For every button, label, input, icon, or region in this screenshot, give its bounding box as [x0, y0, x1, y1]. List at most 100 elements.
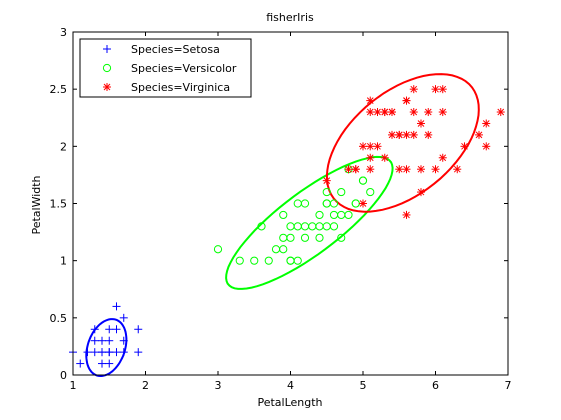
point-setosa [98, 359, 106, 368]
point-setosa [105, 336, 114, 345]
point-setosa [90, 348, 99, 357]
point-versicolor [235, 256, 244, 265]
point-virginica [431, 85, 440, 94]
point-virginica [373, 108, 382, 117]
y-tick-label: 2.5 [50, 83, 68, 96]
point-virginica [388, 130, 396, 139]
point-setosa [112, 325, 121, 334]
ellipse-setosa [85, 318, 128, 377]
point-versicolor [322, 187, 331, 197]
point-setosa [76, 359, 85, 368]
legend-marker-virginica [103, 83, 111, 91]
point-versicolor [257, 222, 266, 231]
point-virginica [431, 165, 440, 174]
point-virginica [409, 130, 418, 139]
point-versicolor [286, 233, 295, 242]
axes-layer: 1 2 3 4 5 6 7 0 0.5 1 1.5 2 2.5 3 [50, 26, 512, 392]
point-setosa [105, 325, 114, 334]
point-virginica [409, 85, 418, 94]
legend-label-virginica: Species=Virginica [131, 81, 230, 94]
point-virginica [322, 176, 331, 185]
ellipse-virginica [325, 73, 480, 213]
point-setosa [83, 348, 92, 357]
point-versicolor [329, 210, 339, 220]
point-virginica [438, 153, 447, 162]
point-setosa [112, 302, 121, 311]
y-axis-label: PetalWidth [30, 175, 43, 234]
legend-label-setosa: Species=Setosa [131, 43, 220, 56]
point-virginica [344, 165, 353, 174]
point-versicolor [279, 245, 288, 254]
point-virginica [496, 108, 505, 117]
point-virginica [366, 142, 375, 151]
x-tick-label: 4 [287, 379, 294, 392]
point-virginica [417, 165, 425, 174]
point-versicolor [213, 245, 223, 254]
point-virginica [373, 142, 382, 151]
point-versicolor [329, 222, 339, 231]
y-tick-label: 2 [60, 140, 67, 153]
point-setosa [105, 348, 114, 357]
point-versicolor [344, 210, 353, 220]
point-virginica [366, 108, 375, 117]
point-setosa [98, 336, 106, 345]
ellipses-layer [85, 73, 480, 377]
point-virginica [380, 153, 389, 162]
point-versicolor [300, 233, 310, 242]
chart-title: fisherIris [266, 11, 314, 24]
x-tick-label: 2 [142, 379, 149, 392]
x-tick-label: 5 [360, 379, 367, 392]
y-tick-label: 3 [60, 26, 67, 39]
point-versicolor [315, 233, 324, 242]
x-tick-label: 1 [70, 379, 77, 392]
point-virginica [438, 108, 447, 117]
point-virginica [402, 130, 411, 139]
point-virginica [366, 165, 375, 174]
point-setosa [112, 348, 121, 357]
point-virginica [424, 130, 433, 139]
legend: Species=Setosa Species=Versicolor Specie… [79, 38, 252, 98]
point-versicolor [264, 256, 273, 265]
point-versicolor [366, 187, 375, 197]
point-setosa [134, 325, 143, 334]
point-versicolor [250, 256, 259, 265]
point-versicolor [337, 233, 346, 242]
point-virginica [388, 108, 396, 117]
x-tick-label: 3 [215, 379, 222, 392]
point-virginica [482, 142, 491, 151]
point-versicolor [358, 176, 368, 185]
point-virginica [402, 210, 411, 219]
point-virginica [460, 142, 469, 151]
legend-marker-setosa [103, 45, 111, 53]
point-versicolor [286, 256, 295, 265]
y-tick-label: 1 [60, 255, 67, 268]
x-axis-label: PetalLength [257, 396, 322, 409]
point-virginica [359, 142, 367, 151]
point-setosa [134, 348, 143, 357]
point-setosa [119, 336, 128, 345]
point-versicolor [337, 187, 346, 197]
point-versicolor [279, 210, 288, 220]
point-setosa [98, 348, 106, 357]
y-tick-label: 0 [60, 369, 67, 382]
points-layer [69, 85, 505, 368]
x-tick-label: 6 [432, 379, 439, 392]
point-virginica [402, 96, 411, 105]
point-setosa [119, 313, 128, 322]
point-virginica [395, 130, 404, 139]
y-tick-label: 0.5 [50, 312, 68, 325]
point-setosa [90, 325, 99, 334]
legend-label-versicolor: Species=Versicolor [131, 62, 237, 75]
point-setosa [105, 359, 114, 368]
point-virginica [366, 153, 375, 162]
point-versicolor [315, 210, 324, 220]
point-versicolor [293, 199, 302, 208]
point-virginica [424, 108, 433, 117]
point-virginica [380, 108, 389, 117]
point-virginica [438, 85, 447, 94]
point-setosa [90, 336, 99, 345]
x-tick-label: 7 [505, 379, 512, 392]
point-virginica [366, 96, 375, 105]
